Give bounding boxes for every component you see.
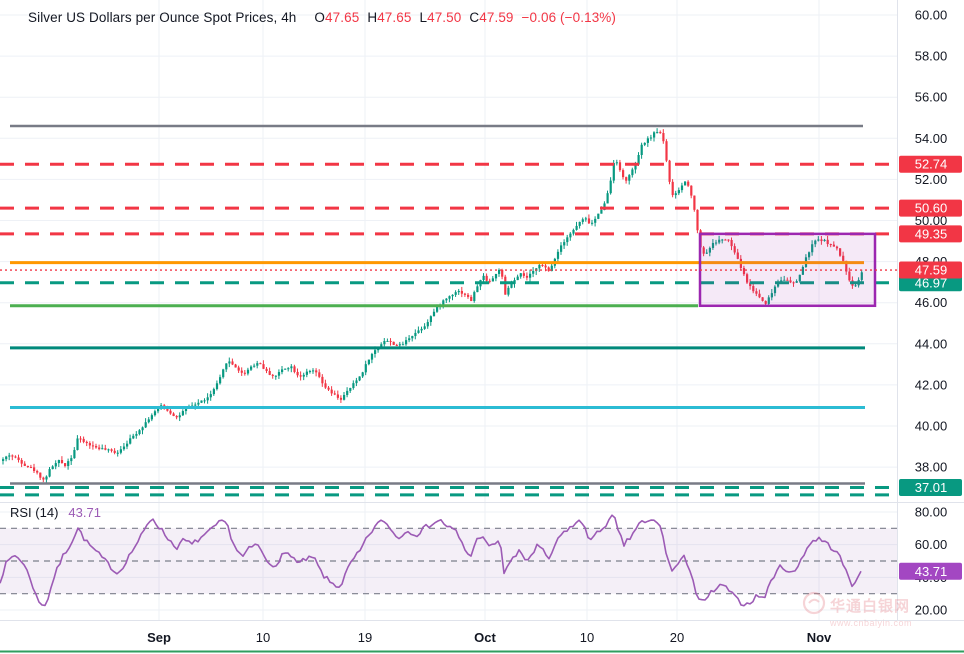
rsi-line [0,514,862,607]
candlestick-layer[interactable] [2,128,863,483]
svg-text:46.97: 46.97 [915,275,948,290]
level-badge-50.60: 50.60 [899,199,962,217]
time-label-Sep: Sep [147,630,171,645]
svg-text:47.59: 47.59 [915,263,948,278]
svg-text:80.00: 80.00 [915,505,948,520]
high-label: H [367,10,378,25]
time-label-10: 10 [256,630,270,645]
time-label-Oct: Oct [474,630,496,645]
high-value: 47.65 [377,10,412,25]
svg-text:44.00: 44.00 [915,336,948,351]
level-badge-37.01: 37.01 [899,478,962,496]
open-label: O [314,10,326,25]
svg-text:50.00: 50.00 [915,213,948,228]
svg-text:56.00: 56.00 [915,90,948,105]
svg-text:58.00: 58.00 [915,49,948,64]
symbol-title: Silver US Dollars per Ounce Spot Prices,… [28,10,297,25]
svg-text:43.71: 43.71 [915,564,948,579]
gridlines [0,0,897,620]
svg-text:46.00: 46.00 [915,295,948,310]
svg-text:52.74: 52.74 [915,157,948,172]
svg-text:50.60: 50.60 [915,201,948,216]
level-badge-52.74: 52.74 [899,155,962,173]
svg-text:42.00: 42.00 [915,377,948,392]
rsi-value: 43.71 [68,505,101,520]
svg-text:40.00: 40.00 [915,419,948,434]
time-label-Nov: Nov [807,630,832,645]
price-levels [0,124,897,497]
svg-text:20.00: 20.00 [915,602,948,617]
close-value: 47.59 [479,10,514,25]
price-badges: 52.74 50.60 49.35 46.97 37.01 47.59 43.71 [899,155,962,580]
svg-text:54.00: 54.00 [915,131,948,146]
rsi-label: RSI (14) [10,505,59,520]
time-label-19: 19 [358,630,372,645]
time-axis[interactable]: Sep 10 19 Oct 10 20 Nov [147,630,832,645]
current-price-badge: 47.59 [899,261,962,279]
svg-text:52.00: 52.00 [915,172,948,187]
rsi-panel[interactable] [0,527,897,595]
svg-text:38.00: 38.00 [915,460,948,475]
svg-text:60.00: 60.00 [915,8,948,23]
low-value: 47.50 [427,10,462,25]
rsi-indicator-row: RSI (14) 43.71 [10,505,101,520]
level-badge-49.35: 49.35 [899,225,962,243]
time-label-20: 20 [670,630,684,645]
svg-text:60.00: 60.00 [915,537,948,552]
symbol-title-row: Silver US Dollars per Ounce Spot Prices,… [28,10,616,25]
change-value: −0.06 (−0.13%) [521,10,617,25]
open-value: 47.65 [325,10,360,25]
svg-text:49.35: 49.35 [915,226,948,241]
time-label-10: 10 [580,630,594,645]
rsi-value-badge: 43.71 [899,562,962,580]
close-label: C [469,10,480,25]
price-axis[interactable]: 60.0058.0056.0054.0052.0050.0048.0046.00… [915,8,948,618]
svg-text:37.01: 37.01 [915,480,948,495]
low-label: L [419,10,428,25]
